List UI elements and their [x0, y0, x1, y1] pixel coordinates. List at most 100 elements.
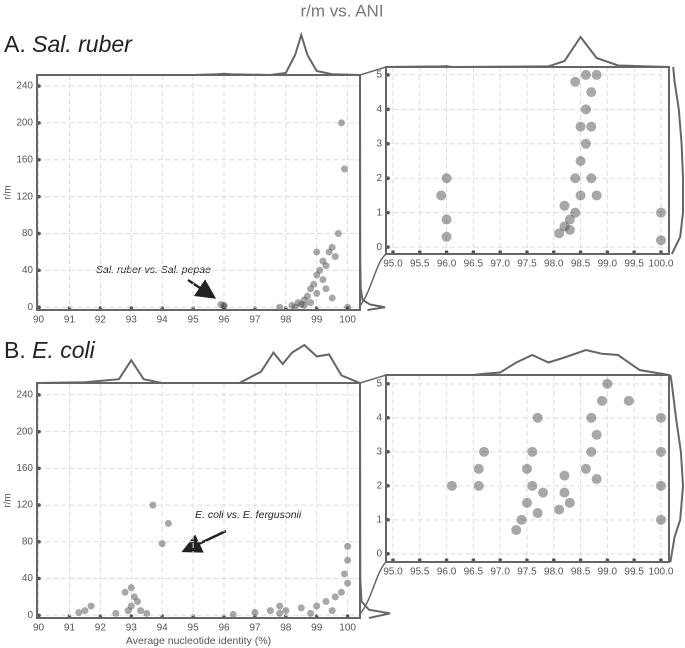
point: [575, 190, 586, 201]
point: [344, 303, 352, 311]
point: [473, 480, 484, 491]
zoom-connector: [359, 66, 387, 307]
x-tick-label: 95.5: [410, 259, 430, 270]
y-tick-label: 4: [376, 104, 382, 115]
y-density: [669, 374, 685, 563]
x-tick-label: 90: [33, 623, 45, 634]
y-density: [359, 382, 391, 619]
x-tick-label: 95.5: [410, 567, 430, 578]
tick-mark: [386, 210, 390, 215]
x-density: [385, 35, 670, 69]
tick-mark: [386, 450, 390, 454]
point: [328, 294, 336, 302]
point: [570, 207, 581, 218]
point: [337, 588, 345, 596]
panel-label: B. E. coli: [4, 337, 96, 363]
x-tick-label: 95.0: [383, 567, 403, 578]
point: [441, 214, 452, 225]
tick-mark: [37, 466, 41, 471]
point: [337, 119, 345, 127]
y-tick-label: 120: [16, 500, 33, 511]
point: [591, 474, 602, 485]
point: [446, 480, 457, 491]
x-tick-label: 94: [157, 623, 169, 634]
tick-mark: [345, 614, 350, 618]
point: [313, 248, 321, 256]
point: [591, 429, 602, 440]
point: [313, 271, 321, 279]
tick-mark: [551, 250, 556, 254]
x-tick-label: 95.0: [383, 259, 403, 270]
point: [473, 463, 484, 474]
point: [130, 593, 138, 601]
point: [441, 231, 452, 242]
x-tick-label: 93: [126, 315, 138, 326]
x-tick-label: 100.0: [648, 259, 673, 270]
point: [441, 173, 452, 184]
tick-mark: [498, 250, 502, 254]
point: [307, 299, 315, 307]
y-tick-label: 2: [376, 173, 382, 184]
tick-mark: [37, 305, 41, 310]
point: [316, 266, 324, 274]
x-tick-label: 100.0: [648, 567, 673, 578]
point: [303, 292, 311, 300]
tick-mark: [129, 306, 134, 310]
point: [580, 138, 591, 149]
point: [300, 301, 308, 309]
point: [328, 607, 336, 615]
plot-frame: [385, 66, 670, 255]
point: [580, 463, 591, 474]
point: [436, 190, 447, 201]
plot-frame: [36, 382, 361, 619]
point: [511, 525, 522, 536]
y-tick-label: 2: [376, 480, 382, 491]
point: [586, 173, 597, 184]
x-tick-label: 95: [188, 623, 200, 634]
y-tick-label: 0: [27, 610, 33, 621]
tick-mark: [444, 250, 449, 254]
point: [554, 504, 565, 515]
y-tick-label: 200: [16, 118, 33, 129]
y-tick-label: 0: [27, 302, 33, 313]
point: [325, 248, 333, 256]
point: [307, 285, 315, 293]
x-tick-label: 99.0: [598, 567, 618, 578]
point: [602, 378, 613, 389]
point: [322, 285, 330, 293]
points: [436, 69, 666, 246]
figure-title: r/m vs. ANI: [300, 1, 383, 20]
point: [655, 235, 666, 246]
y-tick-label: 240: [16, 390, 33, 401]
point: [319, 257, 327, 265]
point: [121, 588, 129, 596]
point: [297, 300, 305, 308]
tick-mark: [525, 250, 529, 254]
point: [220, 302, 228, 310]
y-density: [359, 74, 386, 311]
tick-mark: [417, 250, 422, 254]
panel-label: A. Sal. ruber: [4, 31, 133, 57]
point: [564, 214, 575, 225]
point: [564, 224, 575, 235]
point: [266, 607, 274, 615]
point: [251, 608, 259, 616]
x-tick-label: 99.5: [624, 567, 644, 578]
point: [655, 514, 666, 525]
tick-mark: [391, 250, 395, 254]
x-tick-label: 98.0: [544, 259, 564, 270]
tick-mark: [386, 73, 390, 77]
y-tick-label: 160: [16, 463, 33, 474]
x-tick-label: 96.0: [437, 567, 457, 578]
y-tick-label: 40: [22, 573, 34, 584]
point: [570, 76, 581, 87]
y-tick-label: 120: [16, 191, 33, 202]
point: [344, 542, 352, 550]
point: [591, 190, 602, 201]
x-tick-label: 91: [64, 623, 76, 634]
tick-mark: [37, 84, 41, 88]
x-tick-label: 90: [33, 315, 45, 326]
point: [149, 501, 157, 509]
tick-mark: [632, 558, 636, 562]
tick-mark: [386, 176, 390, 181]
